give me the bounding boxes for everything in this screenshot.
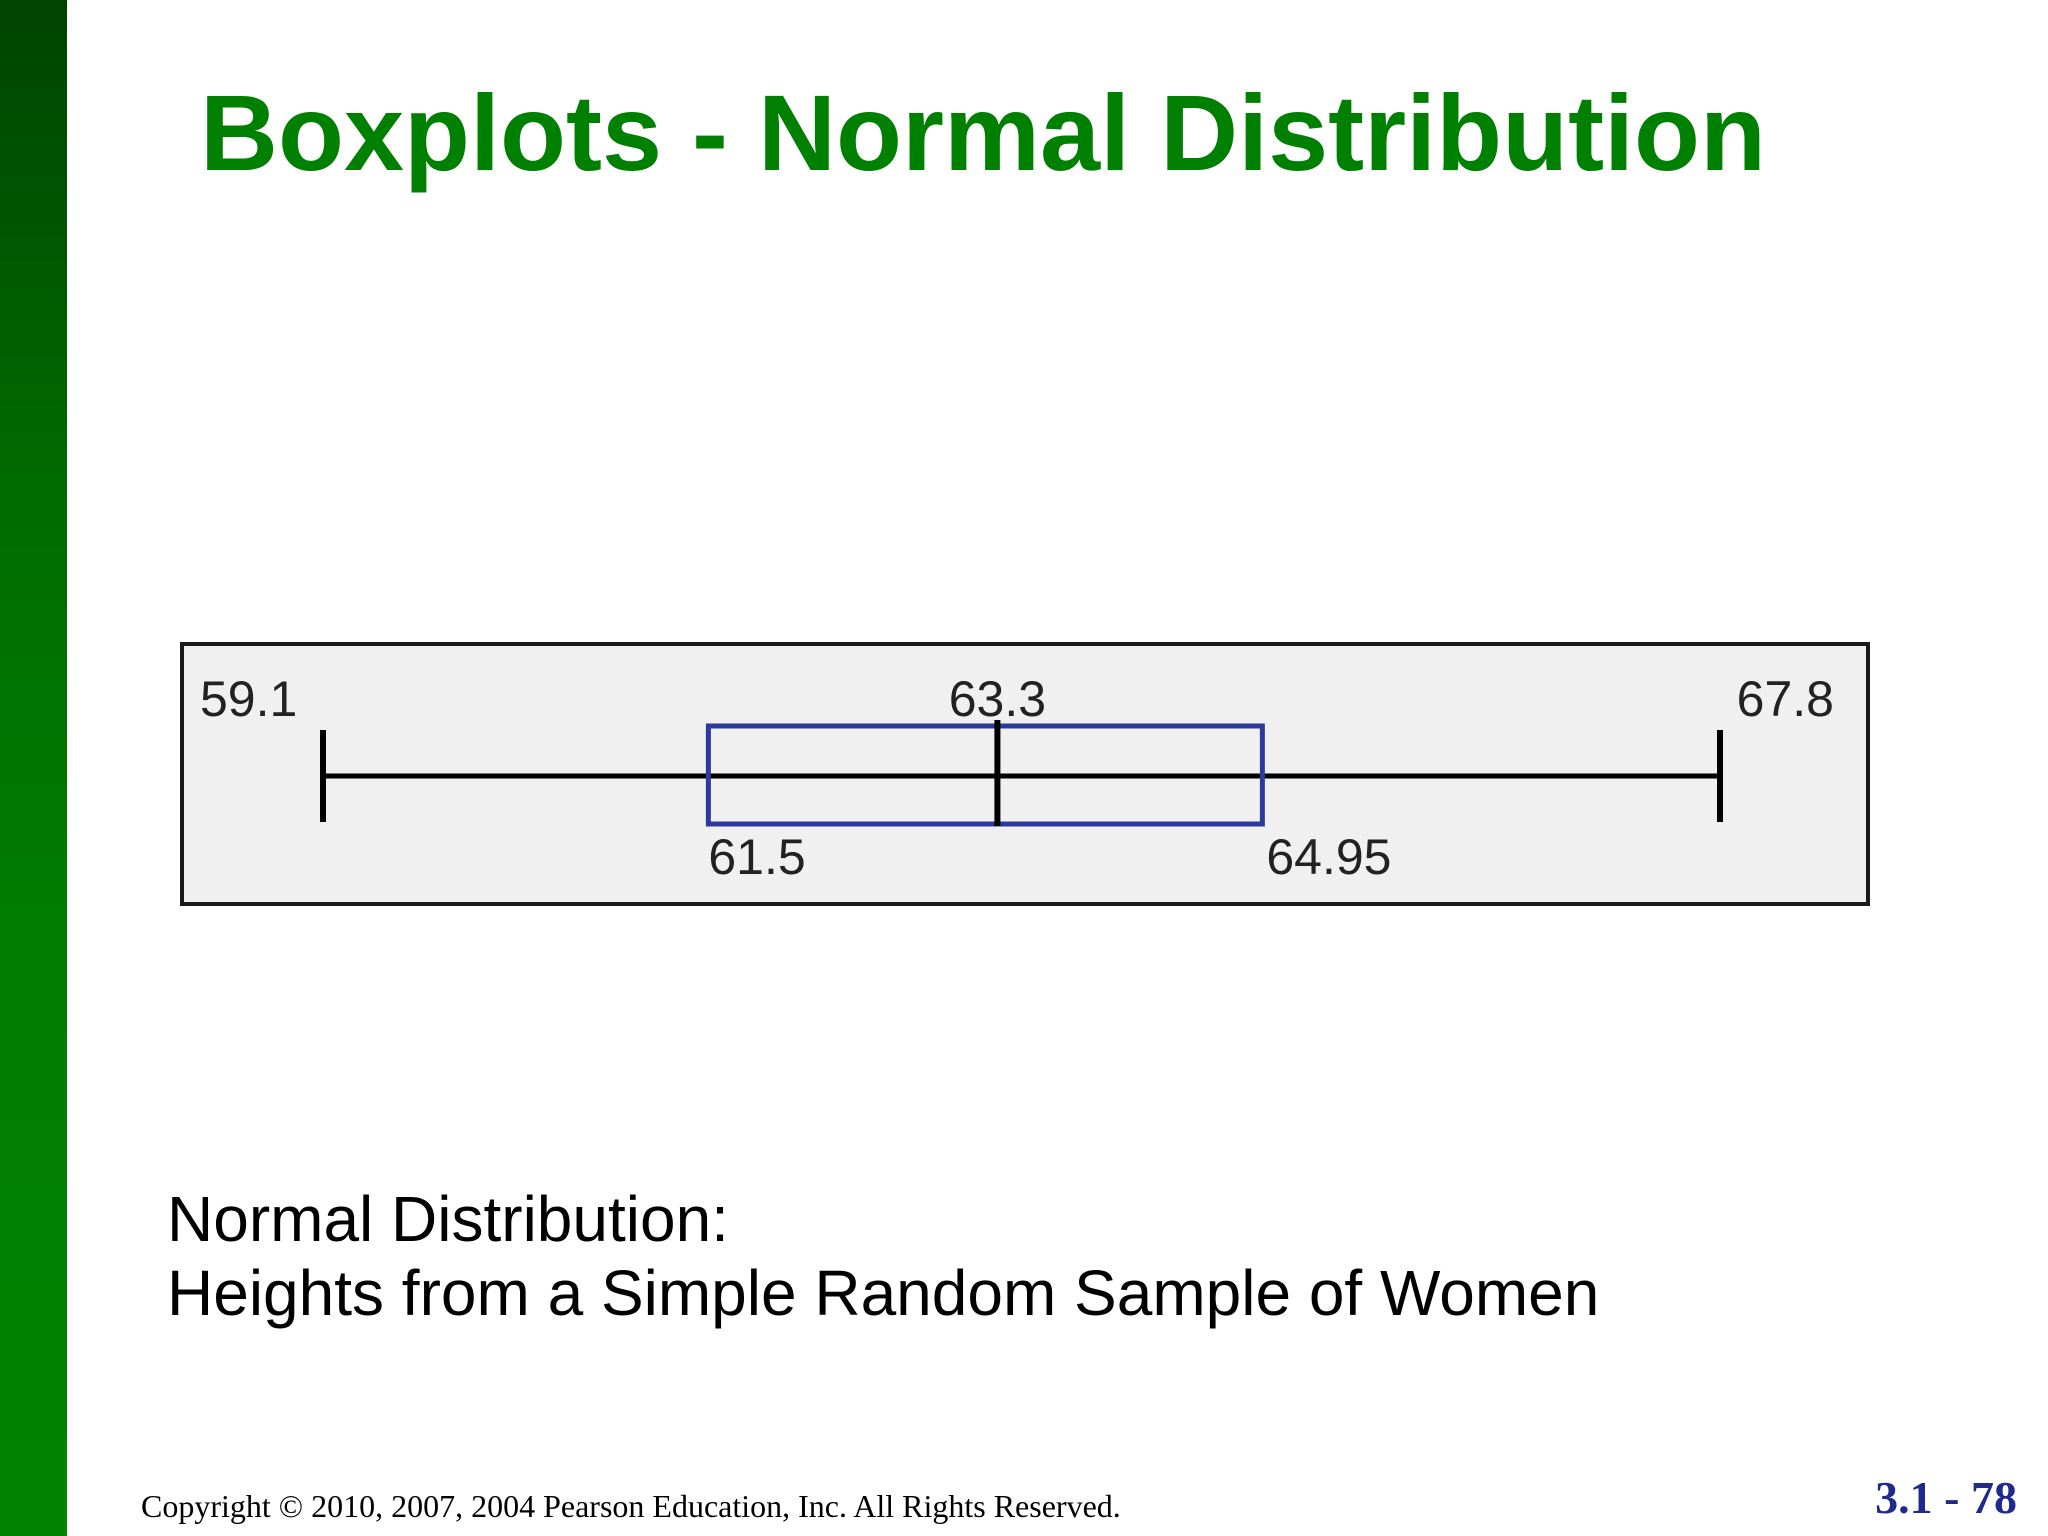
boxplot-chart: 59.1 63.3 67.8 61.5 64.95	[180, 642, 1870, 906]
caption-line-2: Heights from a Simple Random Sample of W…	[167, 1257, 1600, 1329]
slide-title: Boxplots - Normal Distribution	[200, 72, 1766, 193]
q3-value-label: 64.95	[1266, 829, 1391, 885]
iqr-box	[705, 723, 1265, 827]
slide-sidebar-bar	[0, 0, 67, 1536]
copyright-notice: Copyright © 2010, 2007, 2004 Pearson Edu…	[141, 1488, 1121, 1524]
slide-caption: Normal Distribution: Heights from a Simp…	[167, 1182, 1867, 1330]
min-value-label: 59.1	[200, 671, 297, 727]
slide-number: 3.1 - 78	[1875, 1472, 2017, 1523]
max-value-label: 67.8	[1737, 671, 1834, 727]
median-value-label: 63.3	[949, 671, 1046, 727]
boxplot-svg: 59.1 63.3 67.8 61.5 64.95	[180, 642, 1870, 906]
caption-line-1: Normal Distribution:	[167, 1183, 729, 1255]
q1-value-label: 61.5	[708, 829, 805, 885]
